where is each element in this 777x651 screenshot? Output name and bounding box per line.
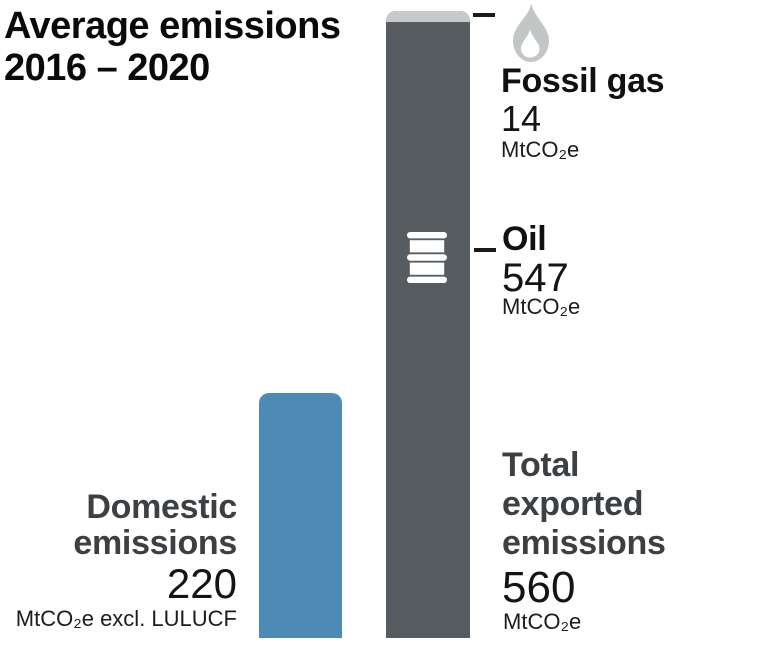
domestic-emissions-bar bbox=[259, 393, 342, 638]
fossil-gas-value: 14 bbox=[501, 98, 542, 139]
fossil-gas-segment bbox=[386, 11, 470, 22]
exported-label-line1: Total bbox=[502, 446, 580, 484]
fossil-gas-label: Fossil gas bbox=[501, 62, 665, 100]
oil-barrel-icon bbox=[407, 232, 447, 283]
exported-emissions-bar bbox=[386, 11, 470, 638]
chart-title: Average emissions 2016 – 2020 bbox=[4, 5, 341, 89]
fossil-gas-unit: MtCO₂e bbox=[501, 137, 580, 162]
oil-label: Oil bbox=[502, 220, 547, 258]
domestic-label: Domestic emissions bbox=[73, 489, 237, 561]
chart-title-line1: Average emissions bbox=[4, 5, 341, 47]
flame-icon bbox=[513, 3, 549, 62]
domestic-label-line2: emissions bbox=[73, 524, 237, 562]
exported-unit: MtCO₂e bbox=[503, 609, 582, 634]
oil-value: 547 bbox=[502, 256, 569, 300]
oil-unit: MtCO₂e bbox=[502, 294, 581, 319]
chart-title-line2: 2016 – 2020 bbox=[4, 47, 210, 89]
fossil-gas-tick bbox=[473, 13, 495, 17]
exported-label: Total exported emissions bbox=[502, 446, 666, 563]
domestic-label-line1: Domestic bbox=[86, 488, 237, 526]
oil-tick bbox=[474, 248, 496, 252]
domestic-value: 220 bbox=[166, 560, 237, 607]
exported-label-line3: emissions bbox=[502, 524, 666, 562]
domestic-unit: MtCO₂e excl. LULUCF bbox=[15, 606, 237, 631]
exported-value: 560 bbox=[502, 563, 576, 612]
exported-label-line2: exported bbox=[502, 485, 644, 523]
